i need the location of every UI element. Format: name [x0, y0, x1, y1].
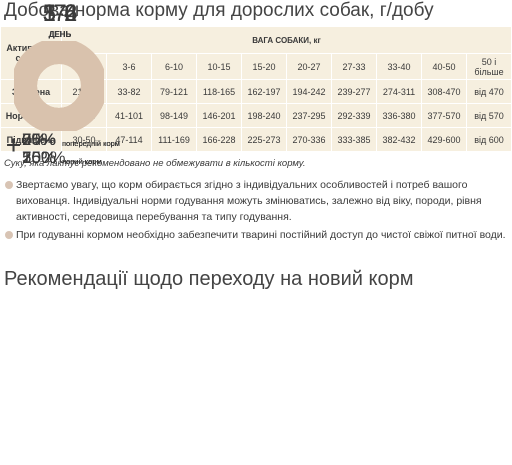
table-cell: від 600	[466, 127, 512, 152]
new-label: новий корм	[62, 157, 102, 166]
table-cell: 274-311	[376, 79, 422, 104]
stage-days: 3-4	[42, 0, 78, 27]
table-cell: від 570	[466, 103, 512, 128]
table-cell: 237-295	[286, 103, 332, 128]
previous-percent: 25%	[22, 130, 57, 149]
table-row: Підвищена 30-50 47-114 111-169 166-228 225-27…	[0, 127, 512, 152]
title: Добова норма корму для дорослих собак, г…	[4, 0, 434, 21]
column-header: 50 і більше	[466, 53, 512, 80]
donut-segment	[14, 41, 104, 131]
previous-label: попередній корм	[62, 139, 120, 148]
donut	[14, 41, 104, 131]
table-cell: 377-570	[421, 103, 467, 128]
stage-days: 1-2	[42, 0, 78, 27]
group-header: ВАГА СОБАКИ, кг	[61, 26, 512, 54]
day-word: ДЕНЬ	[48, 30, 72, 39]
table-cell: 33-82	[106, 79, 152, 104]
day-word: ДЕНЬ	[48, 30, 72, 39]
table-cell: 382-432	[376, 127, 422, 152]
previous-label: попередній корм	[62, 139, 120, 148]
table-cell: 146-201	[196, 103, 242, 128]
column-header: 6-10	[151, 53, 197, 80]
stage-days: 5-6	[42, 0, 78, 27]
stage-days: 7	[53, 0, 67, 27]
table-cell: 225-273	[241, 127, 287, 152]
table-cell: 166-228	[196, 127, 242, 152]
bullet-note: При годуванні кормом необхідно забезпечи…	[4, 227, 509, 243]
table-cell: 41-101	[106, 103, 152, 128]
day-word: ДЕНЬ	[48, 30, 72, 39]
column-header: 27-33	[331, 53, 377, 80]
previous-label: попередній корм	[62, 139, 120, 148]
new-label: новий корм	[62, 157, 102, 166]
previous-label: попередній корм	[62, 139, 120, 148]
new-label: новий корм	[62, 157, 102, 166]
column-header: 40-50	[421, 53, 467, 80]
plus-sign: +	[6, 130, 22, 160]
bullet-note: Звертаємо увагу, що корм обирається згід…	[4, 177, 509, 225]
table-cell: 118-165	[196, 79, 242, 104]
table-cell: 308-470	[421, 79, 467, 104]
column-header: 20-27	[286, 53, 332, 80]
table-head: Активність собаки ВАГА СОБАКИ, кг 1-3 3-6 6-…	[0, 26, 512, 80]
table-cell: 333-385	[331, 127, 377, 152]
table-cell: 98-149	[151, 103, 197, 128]
table-cell: 292-339	[331, 103, 377, 128]
new-percent: 75%	[22, 148, 57, 167]
table-cell: 270-336	[286, 127, 332, 152]
plus-sign: +	[6, 130, 22, 160]
column-header: 33-40	[376, 53, 422, 80]
section-title: Рекомендації щодо переходу на новий корм	[4, 268, 414, 290]
new-percent: 50%	[22, 148, 57, 167]
table-cell: 162-197	[241, 79, 287, 104]
previous-percent: 50%	[22, 130, 57, 149]
plus-sign: +	[6, 130, 22, 160]
note: Суку, яка лактує рекомендовано не обмежу…	[4, 158, 306, 169]
table-cell: 429-600	[421, 127, 467, 152]
previous-percent: 0%	[22, 130, 47, 149]
table-cell: 111-169	[151, 127, 197, 152]
table-cell: від 470	[466, 79, 512, 104]
column-header: 10-15	[196, 53, 242, 80]
table-cell: 79-121	[151, 79, 197, 104]
column-header: 15-20	[241, 53, 287, 80]
plus-sign: +	[6, 130, 22, 160]
previous-percent: 75%	[22, 130, 57, 149]
new-percent: 100%	[22, 148, 66, 167]
new-label: новий корм	[62, 157, 102, 166]
table-cell: 239-277	[331, 79, 377, 104]
new-percent: 25%	[22, 148, 57, 167]
table-cell: 194-242	[286, 79, 332, 104]
column-header: 3-6	[106, 53, 152, 80]
table-cell: 336-380	[376, 103, 422, 128]
day-word: ДЕНЬ	[48, 30, 72, 39]
table-cell: 198-240	[241, 103, 287, 128]
